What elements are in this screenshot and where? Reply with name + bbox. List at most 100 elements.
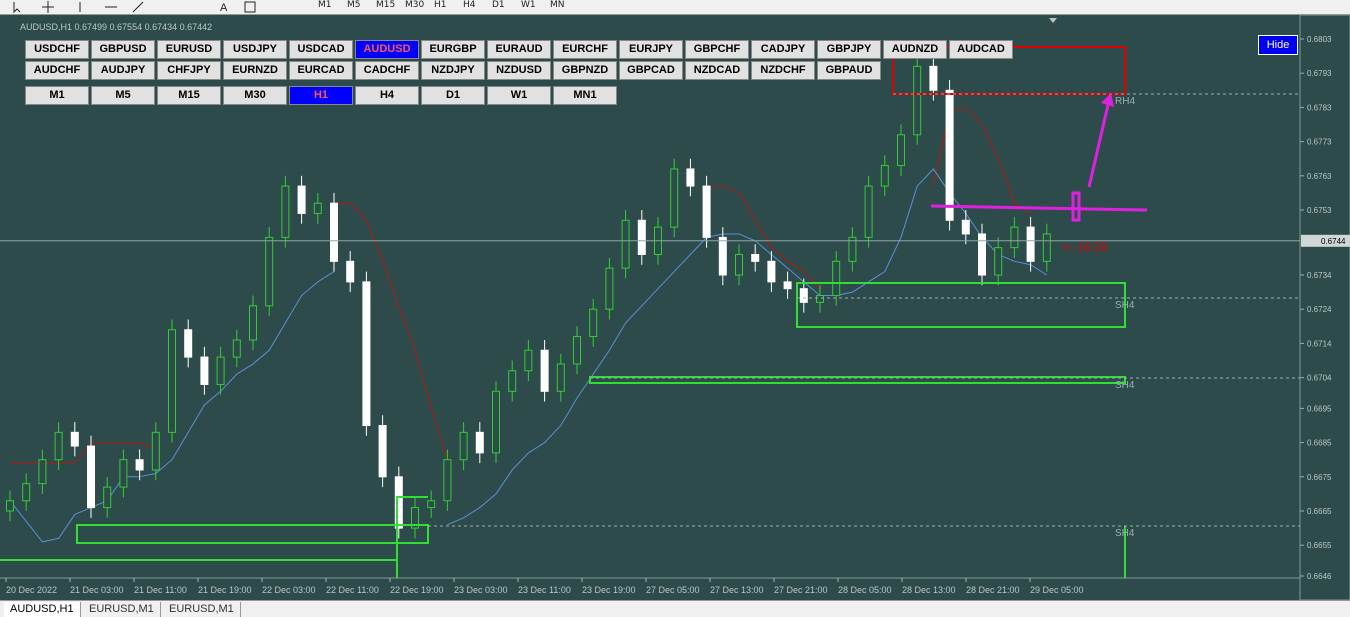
candle-body (670, 168, 679, 228)
toolbar-timeframe[interactable]: MN (550, 0, 565, 10)
symbol-button[interactable]: CHFJPY (157, 61, 221, 80)
price-label: 0.6803 (1307, 35, 1332, 44)
toolbar-timeframe[interactable]: D1 (492, 0, 505, 10)
candle-body (735, 253, 743, 276)
candle-body (330, 202, 338, 262)
time-label: 29 Dec 05:00 (1030, 585, 1084, 595)
price-label: 0.6724 (1307, 305, 1332, 314)
symbol-button[interactable]: NZDCAD (685, 61, 749, 80)
symbol-button[interactable]: M15 (157, 86, 221, 105)
time-label: 22 Dec 11:00 (326, 585, 379, 595)
symbol-button[interactable]: EURNZD (223, 61, 287, 80)
candle-body (362, 281, 371, 427)
symbol-button[interactable]: MN1 (553, 86, 617, 105)
toolbar-timeframe[interactable]: W1 (521, 0, 536, 10)
candle-body (378, 425, 387, 478)
candle-body (168, 329, 176, 433)
zone-box (76, 524, 429, 544)
candle-body (87, 445, 95, 509)
symbol-button[interactable]: EURGBP (421, 40, 485, 59)
symbol-button[interactable]: CADJPY (751, 40, 815, 59)
zone-label: SH4 (1115, 300, 1135, 311)
symbol-button[interactable]: CADCHF (355, 61, 419, 80)
symbol-button[interactable]: NZDUSD (487, 61, 551, 80)
candle-body (281, 185, 290, 238)
candle-body (200, 356, 209, 385)
symbol-button[interactable]: H1 (289, 86, 353, 105)
symbol-button[interactable]: EURCHF (553, 40, 617, 59)
time-label: 23 Dec 19:00 (582, 585, 636, 595)
candle-body (6, 500, 14, 512)
candle-body (929, 65, 938, 91)
candle-body (411, 507, 419, 529)
symbol-button[interactable]: M30 (223, 86, 287, 105)
symbol-button[interactable]: AUDUSD (355, 40, 419, 59)
price-label: 0.6685 (1307, 439, 1332, 448)
toolbar-timeframe[interactable]: M15 (376, 0, 396, 10)
candle-body (783, 281, 792, 290)
candle-body (751, 253, 760, 262)
hide-button[interactable]: Hide (1258, 35, 1298, 55)
toolbar-timeframe[interactable]: M5 (347, 0, 361, 10)
time-label: 23 Dec 03:00 (454, 585, 508, 595)
zone-box (589, 376, 1126, 384)
time-label: 28 Dec 21:00 (966, 585, 1020, 595)
time-label: 21 Dec 03:00 (70, 585, 124, 595)
symbol-button[interactable]: NZDCHF (751, 61, 815, 80)
symbol-button[interactable]: GBPCAD (619, 61, 683, 80)
symbol-button[interactable]: M1 (25, 86, 89, 105)
chart-tab[interactable]: EURUSD,M1 (163, 602, 241, 617)
toolbar-timeframe[interactable]: M30 (405, 0, 425, 10)
symbol-button[interactable]: H4 (355, 86, 419, 105)
candle-body (573, 336, 581, 365)
price-label: 0.6704 (1307, 374, 1332, 383)
price-label: 0.6773 (1307, 138, 1332, 147)
current-price-box (1301, 234, 1350, 247)
candle-body (702, 185, 711, 238)
symbol-button[interactable]: AUDNZD (883, 40, 947, 59)
candle-body (540, 349, 549, 392)
candle-body (313, 202, 322, 214)
symbol-button[interactable]: M5 (91, 86, 155, 105)
symbol-button[interactable]: GBPAUD (817, 61, 881, 80)
candle-body (184, 329, 193, 358)
symbol-button[interactable]: GBPJPY (817, 40, 881, 59)
candle-body (816, 295, 824, 303)
toolbar-timeframe[interactable]: M1 (318, 0, 332, 10)
symbol-button[interactable]: AUDCHF (25, 61, 89, 80)
symbol-button[interactable]: NZDJPY (421, 61, 485, 80)
candle-body (913, 65, 922, 136)
chart-tab[interactable]: AUDUSD,H1 (4, 602, 81, 617)
symbol-button[interactable]: EURUSD (157, 40, 221, 59)
candle-body (767, 260, 776, 283)
symbol-button[interactable]: EURJPY (619, 40, 683, 59)
symbol-button[interactable]: EURAUD (487, 40, 551, 59)
candle-body (265, 236, 274, 307)
time-label: 27 Dec 21:00 (774, 585, 828, 595)
time-label: 22 Dec 03:00 (262, 585, 316, 595)
symbol-button[interactable]: GBPCHF (685, 40, 749, 59)
symbol-button[interactable]: GBPNZD (553, 61, 617, 80)
toolbar-timeframe[interactable]: H1 (434, 0, 447, 10)
symbol-button[interactable]: W1 (487, 86, 551, 105)
symbol-button[interactable]: AUDCAD (949, 40, 1013, 59)
candle-body (864, 185, 873, 238)
price-label: 0.6695 (1307, 404, 1332, 413)
symbol-button[interactable]: AUDJPY (91, 61, 155, 80)
moving-average (10, 106, 1031, 464)
chart-tab[interactable]: EURUSD,M1 (83, 602, 161, 617)
toolbar-timeframe[interactable]: H4 (463, 0, 476, 10)
symbol-button[interactable]: GBPUSD (91, 40, 155, 59)
chart-bg (0, 15, 1300, 600)
candle-body (799, 288, 808, 303)
price-label: 0.6655 (1307, 541, 1332, 550)
symbol-button[interactable]: USDCAD (289, 40, 353, 59)
svg-text:A: A (220, 2, 228, 14)
candle-body (1026, 226, 1035, 262)
symbol-button[interactable]: D1 (421, 86, 485, 105)
candle-body (945, 89, 954, 221)
symbol-button[interactable]: EURCAD (289, 61, 353, 80)
candle-body (38, 459, 47, 485)
symbol-button[interactable]: USDCHF (25, 40, 89, 59)
symbol-button[interactable]: USDJPY (223, 40, 287, 59)
